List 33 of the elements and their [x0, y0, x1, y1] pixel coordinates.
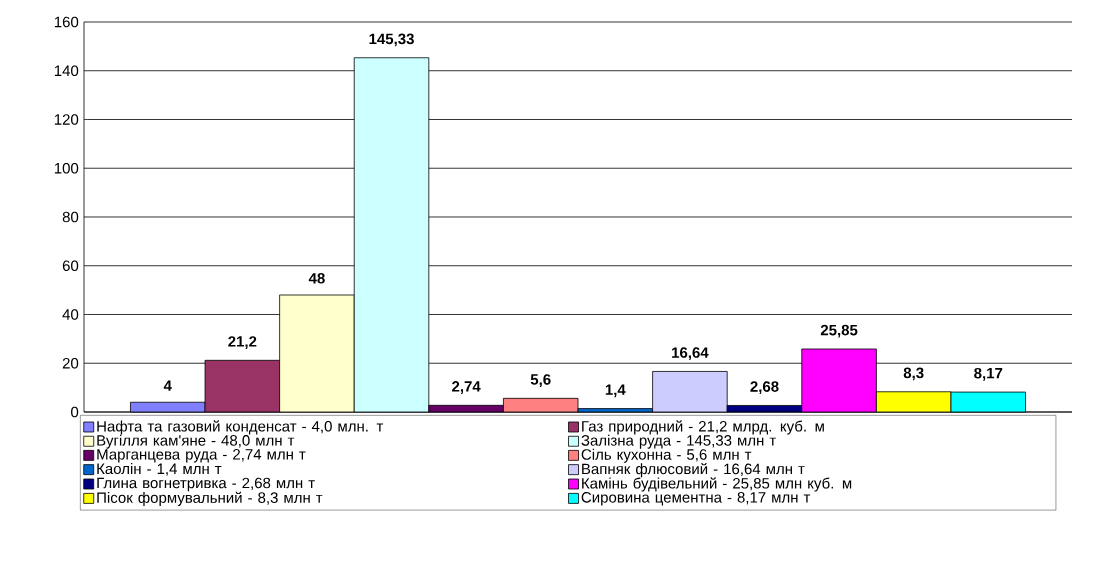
legend-label: Глина вогнетривка - 2,68 млн т	[97, 477, 315, 492]
legend-label: Нафта та газовий конденсат - 4,0 млн. т	[97, 420, 384, 435]
y-tick-label: 0	[71, 406, 79, 418]
data-label: 8,17	[974, 367, 1003, 381]
y-tick-label: 160	[54, 16, 79, 28]
data-label: 48	[308, 272, 325, 284]
y-tick-label: 120	[54, 114, 79, 125]
data-label: 25,85	[820, 324, 858, 338]
legend-label: Пісок формувальний - 8,3 млн т	[97, 491, 323, 506]
y-tick-label: 80	[62, 211, 79, 223]
data-label: 1,4	[605, 384, 626, 398]
y-tick-label: 20	[62, 357, 79, 369]
data-label: 21,2	[228, 336, 257, 349]
legend-label: Вапняк флюсовий - 16,64 млн т	[582, 462, 805, 478]
legend-label: Каолін - 1,4 млн т	[97, 463, 222, 476]
legend-label: Камінь будівельний - 25,85 млн куб. м	[582, 477, 852, 492]
y-tick-label: 60	[62, 260, 79, 272]
y-tick-label: 100	[54, 162, 79, 174]
y-tick-label: 140	[54, 65, 79, 77]
legend-label: Сіль кухонна - 5,6 млн т	[581, 448, 752, 463]
legend-label: Вугілля кам'яне - 48,0 млн т	[97, 434, 295, 449]
data-label: 4	[163, 380, 172, 391]
data-label: 8,3	[903, 367, 924, 381]
legend-label: Сировина цементна - 8,17 млн т	[581, 492, 811, 506]
legend-label: Марганцева руда - 2,74 млн т	[97, 449, 306, 463]
y-tick-label: 40	[62, 309, 79, 320]
legend-label: Газ природний - 21,2 млрд. куб. м	[582, 420, 824, 435]
data-label: 145,33	[369, 33, 414, 47]
data-label: 16,64	[672, 347, 709, 361]
data-label: 2,68	[750, 381, 779, 395]
data-label: 5,6	[530, 374, 551, 387]
legend-label: Залізна руда - 145,33 млн т	[581, 434, 776, 449]
data-label: 2,74	[452, 381, 481, 394]
